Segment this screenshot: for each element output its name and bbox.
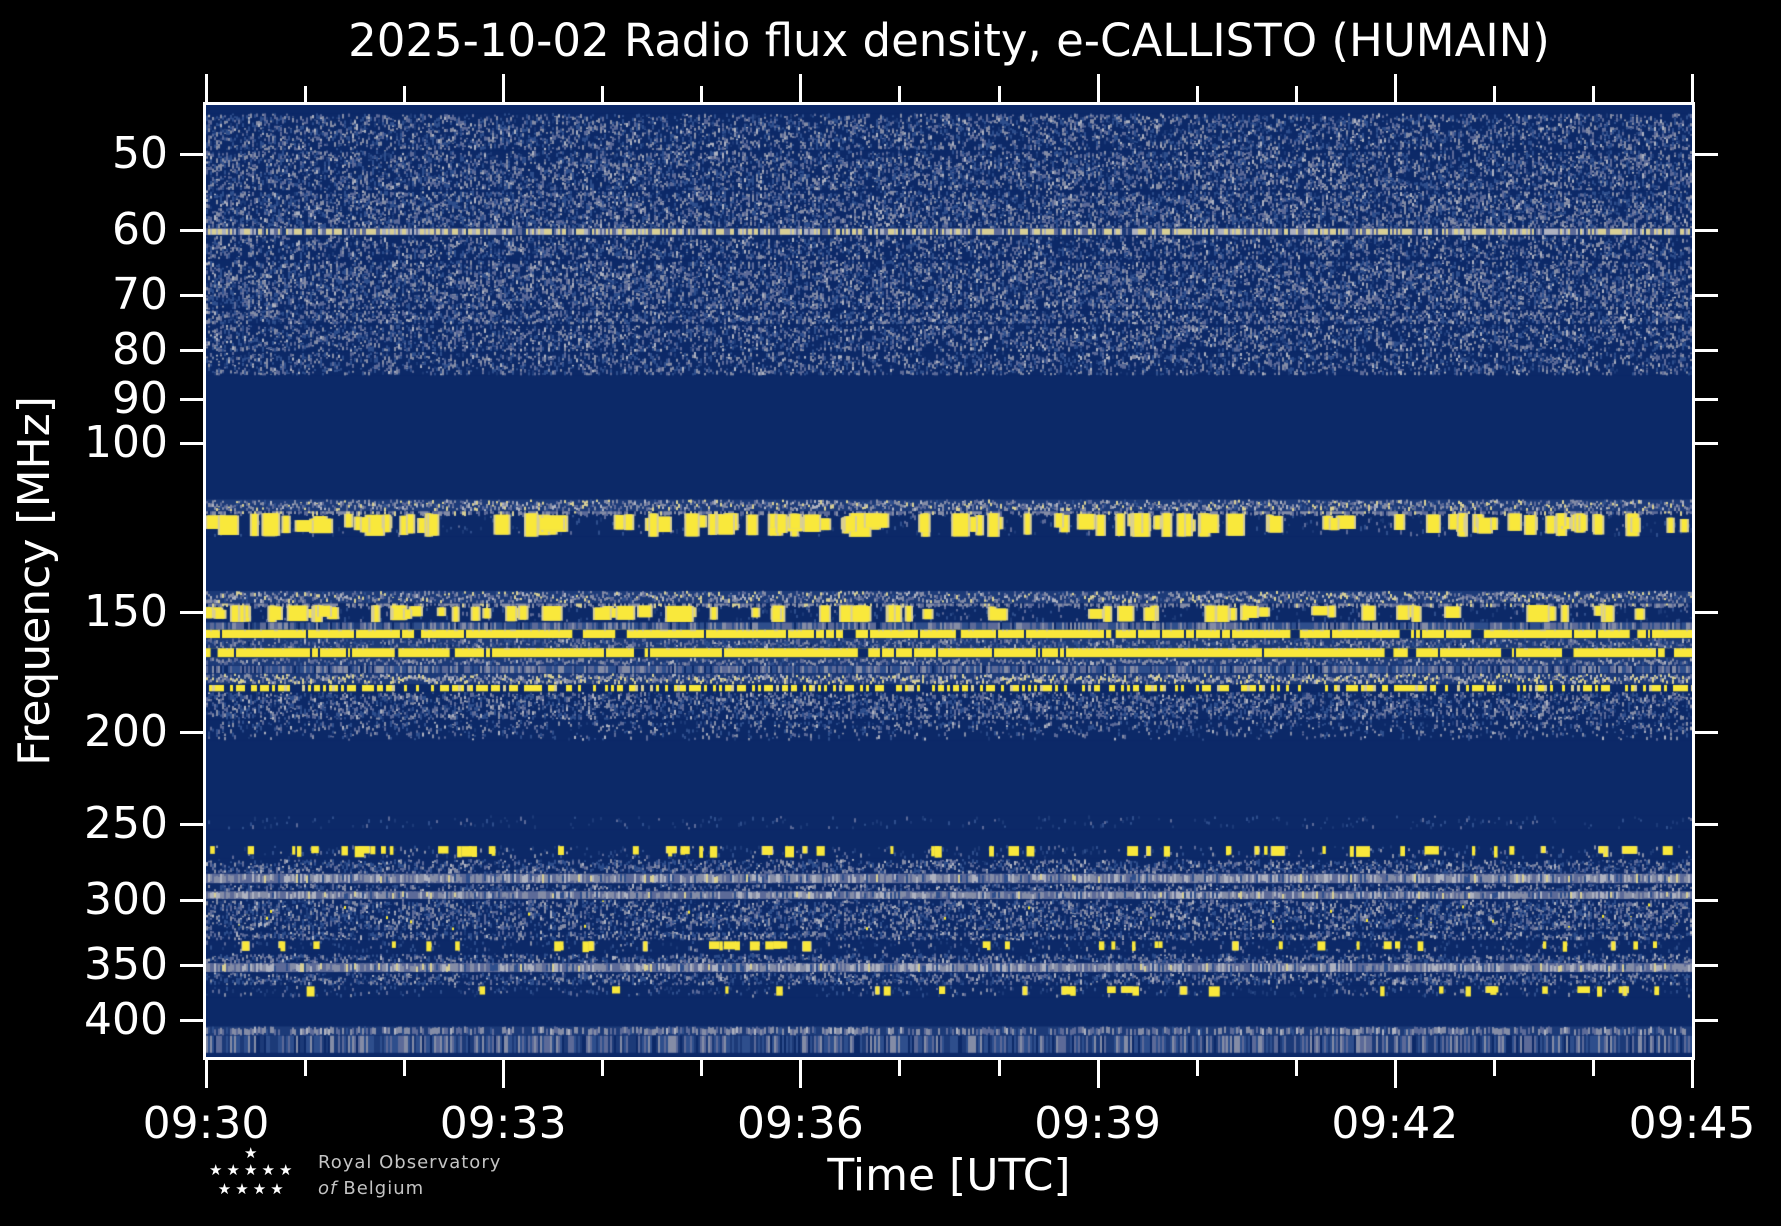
tick-mark bbox=[180, 823, 203, 826]
star-icon: ★ bbox=[279, 1161, 293, 1179]
tick-mark bbox=[1695, 442, 1718, 445]
y-tick-label: 400 bbox=[84, 994, 168, 1045]
tick-mark bbox=[799, 1060, 802, 1088]
y-tick-label: 200 bbox=[84, 706, 168, 757]
x-tick-label: 09:39 bbox=[1034, 1098, 1161, 1149]
tick-mark bbox=[1295, 1060, 1298, 1076]
tick-mark bbox=[180, 731, 203, 734]
tick-mark bbox=[1295, 86, 1298, 102]
x-tick-label: 09:30 bbox=[142, 1098, 270, 1149]
tick-mark bbox=[180, 442, 203, 445]
tick-mark bbox=[180, 1019, 203, 1022]
tick-mark bbox=[1695, 349, 1718, 352]
tick-mark bbox=[1493, 86, 1496, 102]
tick-mark bbox=[1394, 1060, 1397, 1088]
tick-mark bbox=[1394, 74, 1397, 102]
tick-mark bbox=[304, 1060, 307, 1076]
star-icon: ★ bbox=[261, 1161, 275, 1179]
tick-mark bbox=[799, 74, 802, 102]
y-tick-label: 80 bbox=[112, 324, 168, 375]
tick-mark bbox=[1493, 1060, 1496, 1076]
y-tick-label: 70 bbox=[112, 269, 168, 320]
y-tick-label: 90 bbox=[112, 373, 168, 424]
tick-mark bbox=[304, 86, 307, 102]
tick-mark bbox=[1695, 398, 1718, 401]
star-icon: ★ bbox=[244, 1144, 258, 1162]
star-icon: ★ bbox=[209, 1161, 223, 1179]
tick-mark bbox=[403, 86, 406, 102]
tick-mark bbox=[1691, 1060, 1694, 1088]
tick-mark bbox=[700, 1060, 703, 1076]
y-tick-label: 60 bbox=[112, 204, 168, 255]
tick-mark bbox=[1695, 294, 1718, 297]
star-icon: ★ bbox=[252, 1180, 267, 1198]
chart-title: 2025-10-02 Radio flux density, e-CALLIST… bbox=[348, 14, 1550, 67]
tick-mark bbox=[180, 229, 203, 232]
y-tick-label: 250 bbox=[84, 798, 168, 849]
rob-logo-text-line2: of Belgium bbox=[318, 1178, 424, 1199]
y-tick-label: 300 bbox=[84, 874, 168, 925]
tick-mark bbox=[205, 1060, 208, 1088]
x-axis-label: Time [UTC] bbox=[827, 1150, 1071, 1201]
tick-mark bbox=[1695, 964, 1718, 967]
spectrogram-canvas bbox=[206, 105, 1692, 1057]
tick-mark bbox=[1196, 86, 1199, 102]
tick-mark bbox=[1695, 229, 1718, 232]
tick-mark bbox=[205, 74, 208, 102]
tick-mark bbox=[180, 153, 203, 156]
tick-mark bbox=[180, 398, 203, 401]
star-icon: ★ bbox=[235, 1180, 249, 1198]
y-tick-label: 150 bbox=[84, 586, 168, 637]
tick-mark bbox=[601, 86, 604, 102]
y-tick-label: 50 bbox=[112, 128, 168, 179]
tick-mark bbox=[998, 1060, 1001, 1076]
tick-mark bbox=[1695, 899, 1718, 902]
star-icon: ★ bbox=[270, 1180, 284, 1198]
tick-mark bbox=[1097, 74, 1100, 102]
star-icon: ★ bbox=[226, 1161, 240, 1179]
rob-logo-text-line1: Royal Observatory bbox=[318, 1152, 502, 1173]
rob-logo-belgium: Belgium bbox=[343, 1178, 425, 1199]
tick-mark bbox=[502, 74, 505, 102]
tick-mark bbox=[502, 1060, 505, 1088]
tick-mark bbox=[700, 86, 703, 102]
tick-mark bbox=[1592, 1060, 1595, 1076]
rob-logo-of: of bbox=[318, 1178, 338, 1199]
tick-mark bbox=[1592, 86, 1595, 102]
tick-mark bbox=[1695, 1019, 1718, 1022]
star-icon: ★ bbox=[244, 1161, 258, 1179]
tick-mark bbox=[1695, 731, 1718, 734]
x-tick-label: 09:45 bbox=[1628, 1098, 1756, 1149]
x-tick-label: 09:42 bbox=[1331, 1098, 1459, 1149]
tick-mark bbox=[898, 1060, 901, 1076]
tick-mark bbox=[1695, 823, 1718, 826]
y-axis-label: Frequency [MHz] bbox=[9, 396, 60, 766]
star-icon: ★ bbox=[217, 1180, 232, 1198]
tick-mark bbox=[1097, 1060, 1100, 1088]
y-tick-label: 350 bbox=[84, 939, 168, 990]
x-tick-label: 09:33 bbox=[439, 1098, 567, 1149]
tick-mark bbox=[898, 86, 901, 102]
tick-mark bbox=[403, 1060, 406, 1076]
plot-border bbox=[203, 102, 1695, 1060]
tick-mark bbox=[180, 611, 203, 614]
tick-mark bbox=[1695, 611, 1718, 614]
tick-mark bbox=[180, 964, 203, 967]
tick-mark bbox=[998, 86, 1001, 102]
y-tick-label: 100 bbox=[84, 417, 168, 468]
tick-mark bbox=[180, 899, 203, 902]
tick-mark bbox=[180, 294, 203, 297]
x-tick-label: 09:36 bbox=[736, 1098, 864, 1149]
tick-mark bbox=[1691, 74, 1694, 102]
tick-mark bbox=[601, 1060, 604, 1076]
tick-mark bbox=[1695, 153, 1718, 156]
tick-mark bbox=[1196, 1060, 1199, 1076]
tick-mark bbox=[180, 349, 203, 352]
